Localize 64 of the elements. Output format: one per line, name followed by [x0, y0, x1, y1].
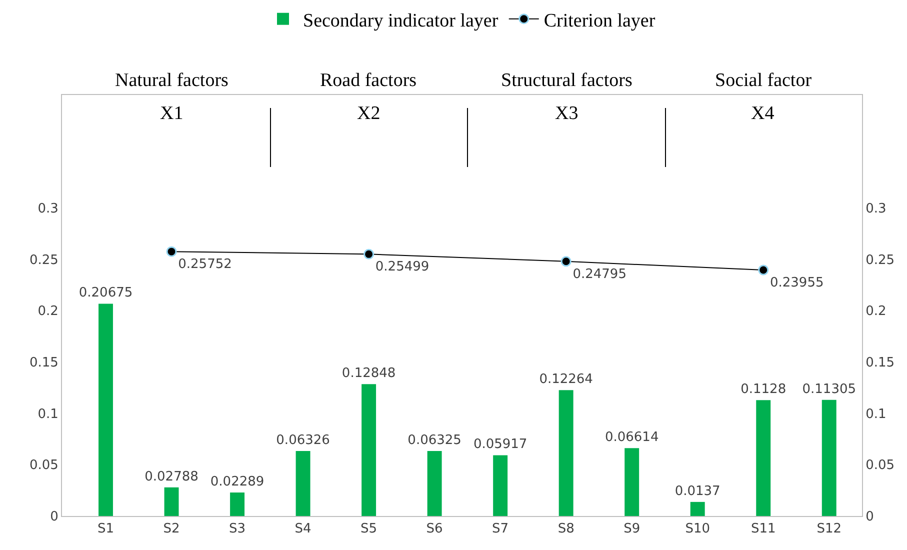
- legend-label: Criterion layer: [544, 10, 656, 32]
- y-tick-label: 0: [50, 510, 58, 525]
- annotation: X2: [357, 103, 380, 124]
- bar: [296, 451, 310, 516]
- data-label: 0.02289: [210, 474, 264, 490]
- text: Social factor: [715, 70, 812, 91]
- text: Road factors: [320, 70, 417, 91]
- annotation: X4: [751, 103, 775, 124]
- data-label: 0.12264: [539, 372, 593, 388]
- y-tick-label: 0.3: [38, 202, 58, 216]
- x-tick-label: S10: [685, 522, 710, 537]
- data-label: 0.06614: [604, 430, 659, 446]
- data-label: 0.25752: [178, 256, 232, 272]
- data-label: 0.05917: [473, 437, 528, 452]
- bar: [230, 492, 245, 516]
- y2-tick-label: 0.15: [866, 356, 895, 371]
- bar: [756, 400, 771, 516]
- text: Structural factors: [501, 70, 632, 91]
- data-label: 0.06326: [276, 433, 330, 448]
- x-tick-label: S9: [624, 522, 640, 537]
- bar: [493, 455, 508, 516]
- x-tick-label: S11: [750, 522, 776, 537]
- y2-tick-label: 0.1: [866, 406, 886, 422]
- y-tick-label: 0.2: [38, 304, 58, 320]
- y2-tick-label: 0: [866, 510, 874, 525]
- y2-tick-label: 0.3: [866, 202, 886, 216]
- x-tick-label: S12: [816, 522, 842, 537]
- y2-tick-label: 0.2: [866, 304, 886, 320]
- y-tick-label: 0.05: [29, 458, 58, 474]
- data-label: 0.02788: [144, 469, 198, 484]
- bar: [98, 304, 113, 516]
- data-label: 0.23955: [770, 275, 824, 290]
- text: Natural factors: [115, 70, 228, 91]
- data-label: 0.20675: [78, 286, 133, 301]
- data-label: 0.06325: [408, 433, 462, 448]
- data-label: 0.1128: [740, 382, 786, 398]
- x-tick-label: S6: [426, 522, 443, 537]
- x-tick-label: S3: [229, 522, 246, 537]
- bar: [624, 448, 640, 516]
- annotation: X3: [555, 103, 578, 124]
- y-tick-label: 0.15: [29, 356, 58, 371]
- x-tick-label: S4: [294, 522, 312, 537]
- data-label: 0.25499: [375, 260, 430, 275]
- bar: [558, 390, 574, 516]
- x-tick-label: S7: [492, 522, 509, 537]
- data-label: 0.12848: [342, 366, 396, 382]
- x-tick-label: S8: [558, 522, 574, 537]
- y-tick-label: 0.1: [38, 406, 58, 422]
- x-tick-label: S1: [97, 522, 114, 537]
- annotation: X1: [160, 103, 184, 124]
- legend-label: Secondary indicator layer: [303, 10, 499, 32]
- x-tick-label: S2: [163, 522, 180, 537]
- data-label: 0.0137: [674, 484, 720, 499]
- bar: [427, 451, 442, 516]
- y2-tick-label: 0.05: [866, 458, 895, 474]
- bar: [164, 487, 179, 516]
- data-label: 0.11305: [802, 382, 856, 397]
- bar: [822, 400, 836, 516]
- y-tick-label: 0.25: [29, 252, 58, 268]
- bar: [362, 384, 376, 516]
- y2-tick-label: 0.25: [866, 252, 895, 268]
- data-label: 0.24795: [572, 266, 626, 282]
- bar: [690, 502, 705, 516]
- x-tick-label: S5: [360, 522, 378, 537]
